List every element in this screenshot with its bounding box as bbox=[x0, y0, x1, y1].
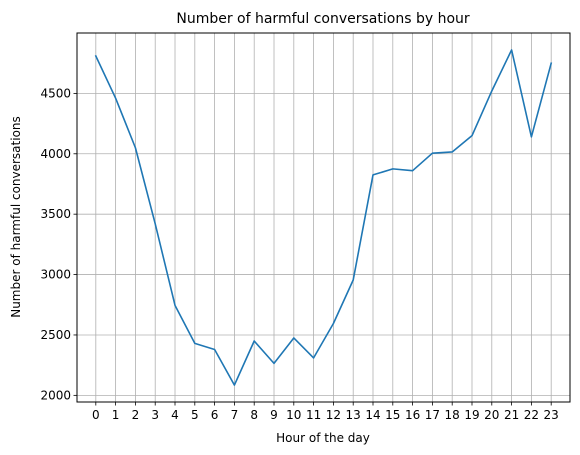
x-tick-label: 22 bbox=[524, 408, 539, 422]
x-tick-label: 2 bbox=[132, 408, 140, 422]
x-tick-label: 1 bbox=[112, 408, 120, 422]
x-axis-label: Hour of the day bbox=[276, 431, 370, 445]
x-tick-label: 13 bbox=[346, 408, 361, 422]
y-tick-label: 4500 bbox=[40, 86, 71, 100]
x-tick-label: 4 bbox=[171, 408, 179, 422]
x-tick-label: 19 bbox=[464, 408, 479, 422]
y-tick-label: 3000 bbox=[40, 268, 71, 282]
x-tick-label: 6 bbox=[211, 408, 219, 422]
chart-title: Number of harmful conversations by hour bbox=[176, 11, 470, 27]
x-tick-label: 3 bbox=[151, 408, 159, 422]
x-tick-label: 15 bbox=[385, 408, 400, 422]
x-tick-label: 7 bbox=[231, 408, 239, 422]
x-tick-label: 20 bbox=[484, 408, 499, 422]
x-tick-label: 0 bbox=[92, 408, 100, 422]
series-line bbox=[94, 49, 553, 386]
x-tick-label: 16 bbox=[405, 408, 420, 422]
y-tick-label: 4000 bbox=[40, 147, 71, 161]
y-tick-label: 3500 bbox=[40, 207, 71, 221]
x-tick-label: 12 bbox=[326, 408, 341, 422]
x-tick-label: 9 bbox=[270, 408, 278, 422]
y-axis-label: Number of harmful conversations bbox=[9, 116, 23, 318]
x-tick-label: 10 bbox=[286, 408, 301, 422]
x-tick-label: 18 bbox=[445, 408, 460, 422]
plot-frame bbox=[76, 32, 571, 403]
y-axis-ticks: 2000 2500 3000 3500 4000 4500 bbox=[40, 86, 77, 402]
x-tick-label: 14 bbox=[365, 408, 380, 422]
x-tick-label: 17 bbox=[425, 408, 440, 422]
y-tick-label: 2500 bbox=[40, 328, 71, 342]
y-tick-label: 2000 bbox=[40, 388, 71, 402]
x-tick-label: 8 bbox=[250, 408, 258, 422]
x-tick-label: 11 bbox=[306, 408, 321, 422]
x-axis-ticks: 0 1 2 3 4 5 6 7 8 9 10 11 12 13 14 15 16 17 18 19 20 21 22 23 bbox=[92, 402, 559, 422]
x-tick-label: 5 bbox=[191, 408, 199, 422]
grid-lines bbox=[77, 33, 570, 402]
x-tick-label: 21 bbox=[504, 408, 519, 422]
series-group bbox=[94, 49, 553, 386]
x-tick-label: 23 bbox=[544, 408, 559, 422]
